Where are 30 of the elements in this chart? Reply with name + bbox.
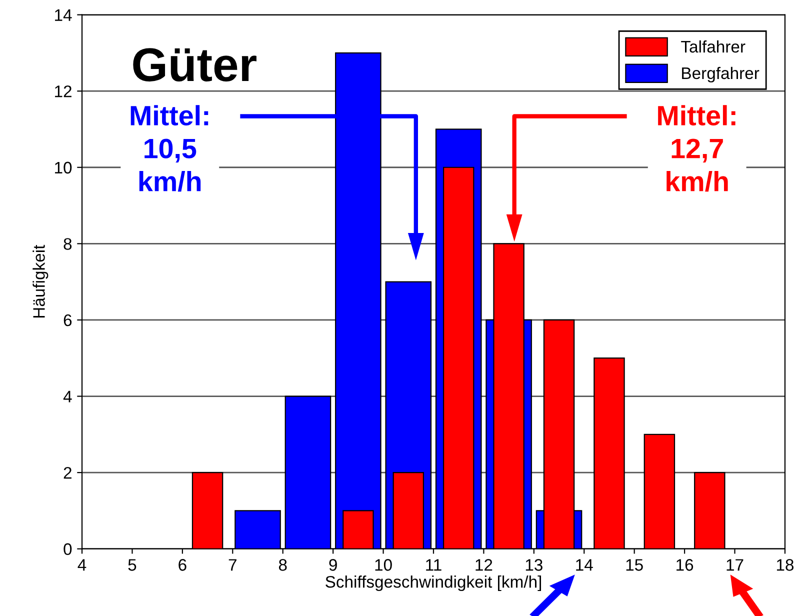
x-tick-label: 14 bbox=[576, 559, 593, 571]
x-tick-label: 9 bbox=[329, 559, 337, 571]
x-tick-label: 4 bbox=[78, 559, 86, 571]
x-tick-label: 7 bbox=[228, 559, 236, 571]
x-axis-title: Schiffsgeschwindigkeit [km/h] bbox=[326, 576, 542, 592]
annotation: Mittel: 10,5 km/h bbox=[130, 105, 208, 192]
x-tick-label: 16 bbox=[676, 559, 694, 571]
y-axis-title: Häufigkeit bbox=[32, 244, 48, 318]
legend-label: Bergfahrer bbox=[682, 66, 760, 82]
text: Güter bbox=[133, 48, 256, 82]
x-tick-label: 15 bbox=[626, 559, 643, 571]
x-tick-label: 11 bbox=[426, 559, 442, 571]
y-tick-label: 4 bbox=[63, 390, 72, 402]
y-tick-label: 8 bbox=[64, 238, 72, 250]
y-tick-label: 12 bbox=[55, 85, 72, 98]
x-tick-label: 10 bbox=[375, 559, 392, 571]
x-tick-label: 13 bbox=[526, 559, 542, 571]
y-tick-label: 2 bbox=[64, 466, 72, 479]
x-tick-label: 12 bbox=[476, 559, 492, 571]
legend-label: Talfahrer bbox=[681, 40, 746, 53]
y-tick-label: 0 bbox=[64, 543, 72, 556]
y-tick-label: 14 bbox=[55, 9, 72, 21]
x-tick-label: 17 bbox=[726, 559, 744, 571]
annotation: Mittel: 12,7 km/h bbox=[658, 105, 736, 192]
x-tick-label: 6 bbox=[178, 559, 186, 571]
x-tick-label: 8 bbox=[278, 559, 287, 571]
y-tick-label: 10 bbox=[55, 162, 72, 174]
x-tick-label: 5 bbox=[128, 559, 136, 571]
y-tick-label: 6 bbox=[64, 314, 72, 326]
x-tick-label: 18 bbox=[776, 559, 794, 571]
